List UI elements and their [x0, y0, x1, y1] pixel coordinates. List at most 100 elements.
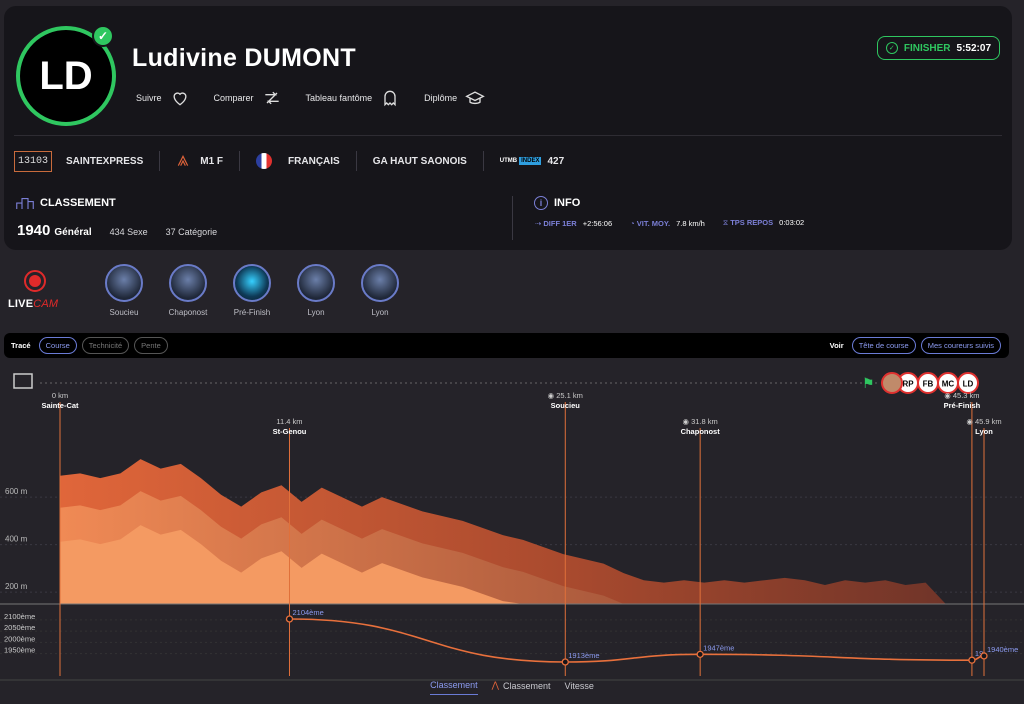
runner-avatar-initials: RP [902, 380, 914, 389]
checkpoint-name: Soucieu [551, 401, 581, 410]
diff-first: ⇢ DIFF 1ER +2:56:06 [535, 218, 613, 228]
mountain-icon: ⋀ [491, 680, 500, 690]
camera-soucieu[interactable]: Soucieu [92, 264, 156, 317]
verified-check-icon: ✓ [92, 25, 114, 47]
finish-flag-icon: ⚑ [862, 375, 875, 391]
rank-point [696, 650, 704, 658]
general-rank: 1940 [17, 222, 51, 239]
separator [239, 151, 241, 171]
rest-time: ⧖ TPS REPOS 0:03:02 [722, 218, 805, 227]
runner-avatar-initials: FB [923, 380, 934, 389]
view-followed-runners[interactable]: Mes coureurs suivis [920, 337, 1001, 354]
filter-pente[interactable]: Pente [134, 337, 168, 354]
filter-course[interactable]: Course [38, 337, 77, 354]
rank-point-label: 1913ème [568, 651, 599, 660]
graduation-cap-icon [465, 91, 485, 105]
voir-label: Voir [829, 341, 844, 350]
nationality: FRANÇAIS [288, 155, 340, 167]
runner-name: Ludivine DUMONT [132, 44, 356, 72]
checkpoint-name: Chaponost [681, 427, 721, 436]
ghost-icon [384, 90, 396, 107]
checkpoint-km: ◉ 45.9 km [966, 417, 1001, 426]
view-race-leader[interactable]: Tête de course [851, 337, 916, 354]
record-icon [24, 270, 46, 292]
compare-button[interactable]: Comparer [214, 88, 282, 108]
tab-classement-elevation[interactable]: ⋀ Classement [491, 680, 551, 691]
trace-label: Tracé [11, 341, 31, 350]
divider [14, 135, 1002, 136]
checkpoint-name: Sainte-Cat [41, 401, 79, 410]
action-bar: Suivre Comparer Tableau fantôme Diplôme [136, 88, 485, 108]
heart-icon [173, 92, 187, 106]
finish-time: 5:52:07 [956, 42, 991, 54]
camera-thumbnail [361, 264, 399, 302]
elevation-area-low [60, 525, 984, 604]
camera-list: Soucieu Chaponost Pré-Finish Lyon Lyon [92, 264, 412, 317]
rank-point-label: 2104ème [292, 608, 323, 617]
compare-arrows-icon [264, 91, 279, 105]
utmb-index[interactable]: 427 [547, 155, 565, 167]
category-icon [178, 155, 189, 166]
camera-thumbnail [169, 264, 207, 302]
info-icon: i [534, 196, 548, 210]
ranking-row: 1940 Général 434 Sexe 37 Catégorie [17, 222, 217, 239]
vertical-separator [512, 196, 513, 240]
rank-point-label: 1947ème [703, 643, 734, 652]
runner-avatar-photo [881, 372, 903, 394]
checkpoint-km: 11.4 km [276, 417, 302, 426]
filter-technicite[interactable]: Technicité [81, 337, 130, 354]
bib-number: 13103 [14, 150, 53, 172]
rank-point [285, 615, 294, 623]
camera-lyon-1[interactable]: Lyon [284, 264, 348, 317]
tab-vitesse[interactable]: Vitesse [564, 680, 594, 691]
club: GA HAUT SAONOIS [372, 155, 467, 167]
classement-header: CLASSEMENT [16, 196, 116, 210]
hourglass-icon: ⧖ [722, 218, 731, 227]
checkpoint-name: St-Genou [273, 427, 307, 436]
diploma-button[interactable]: Diplôme [424, 88, 485, 108]
finisher-badge: ✓ FINISHER 5:52:07 [876, 36, 1000, 60]
race-name: SAINTEXPRESS [66, 155, 144, 167]
checkpoint-km: ◉ 31.8 km [683, 417, 718, 426]
rank-tick-label: 2000ème [4, 634, 35, 643]
start-gate-icon [13, 373, 33, 389]
category: M1 F [200, 155, 224, 167]
ghost-table-button[interactable]: Tableau fantôme [306, 88, 401, 108]
elevation-tick-label: 600 m [5, 487, 28, 496]
runner-avatar-initials: LD [963, 380, 974, 389]
follow-button[interactable]: Suivre [136, 88, 190, 108]
filter-bar: Tracé Course Technicité Pente Voir Tête … [4, 333, 1009, 358]
elevation-tick-label: 400 m [5, 535, 28, 544]
camera-thumbnail [105, 264, 143, 302]
france-flag-icon [256, 153, 273, 169]
runner-card: LD ✓ Ludivine DUMONT Suivre Comparer Tab… [4, 6, 1012, 250]
utmb-logo: UTMB [499, 158, 518, 164]
tab-classement[interactable]: Classement [430, 680, 478, 695]
checkpoint-km: ◉ 45.3 km [944, 391, 979, 400]
elevation-profile-chart[interactable]: ⚑ RP FB MC LD 600 m 400 m 200 m 2100ème 2050ème 20… [0, 364, 1024, 684]
camera-pre-finish[interactable]: Pré-Finish [220, 264, 284, 317]
camera-lyon-2[interactable]: Lyon [348, 264, 412, 317]
podium-icon [16, 197, 34, 209]
rank-tick-label: 2100ème [4, 612, 35, 621]
camera-thumbnail [297, 264, 335, 302]
checkpoint-name: Lyon [975, 427, 993, 436]
general-label: Général [54, 227, 92, 238]
rank-point [980, 652, 988, 660]
rank-tick-label: 1950ème [4, 646, 35, 655]
runner-avatar [957, 372, 979, 394]
speedometer-icon: ◔ [630, 218, 637, 228]
category-rank: 37 Catégorie [165, 227, 218, 237]
rank-point [561, 658, 569, 666]
index-logo: INDEX [519, 157, 542, 165]
rank-point [968, 656, 976, 664]
elevation-tick-label: 200 m [5, 582, 28, 591]
checkpoint-km: ◉ 25.1 km [548, 391, 583, 400]
rank-point-label: 19 [975, 649, 983, 658]
finisher-label: FINISHER [903, 42, 951, 54]
camera-thumbnail [233, 264, 271, 302]
runner-avatar-initials: MC [942, 380, 955, 389]
checkpoint-km: 0 km [52, 391, 68, 400]
camera-chaponost[interactable]: Chaponost [156, 264, 220, 317]
separator [482, 151, 484, 171]
